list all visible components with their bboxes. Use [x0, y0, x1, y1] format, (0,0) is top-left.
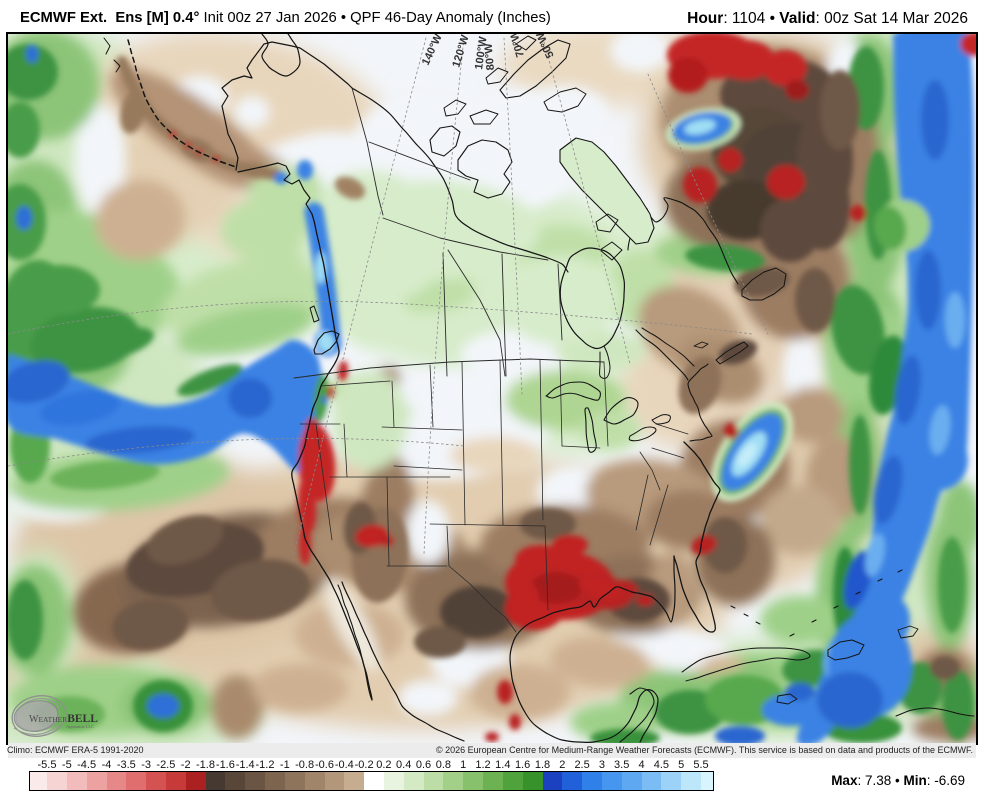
svg-text:100°W: 100°W [473, 35, 490, 70]
svg-text:80°W: 80°W [483, 42, 497, 71]
svg-text:Apparatus LLC: Apparatus LLC [66, 724, 94, 729]
svg-text:WEATHERBELL: WEATHERBELL [29, 713, 98, 725]
